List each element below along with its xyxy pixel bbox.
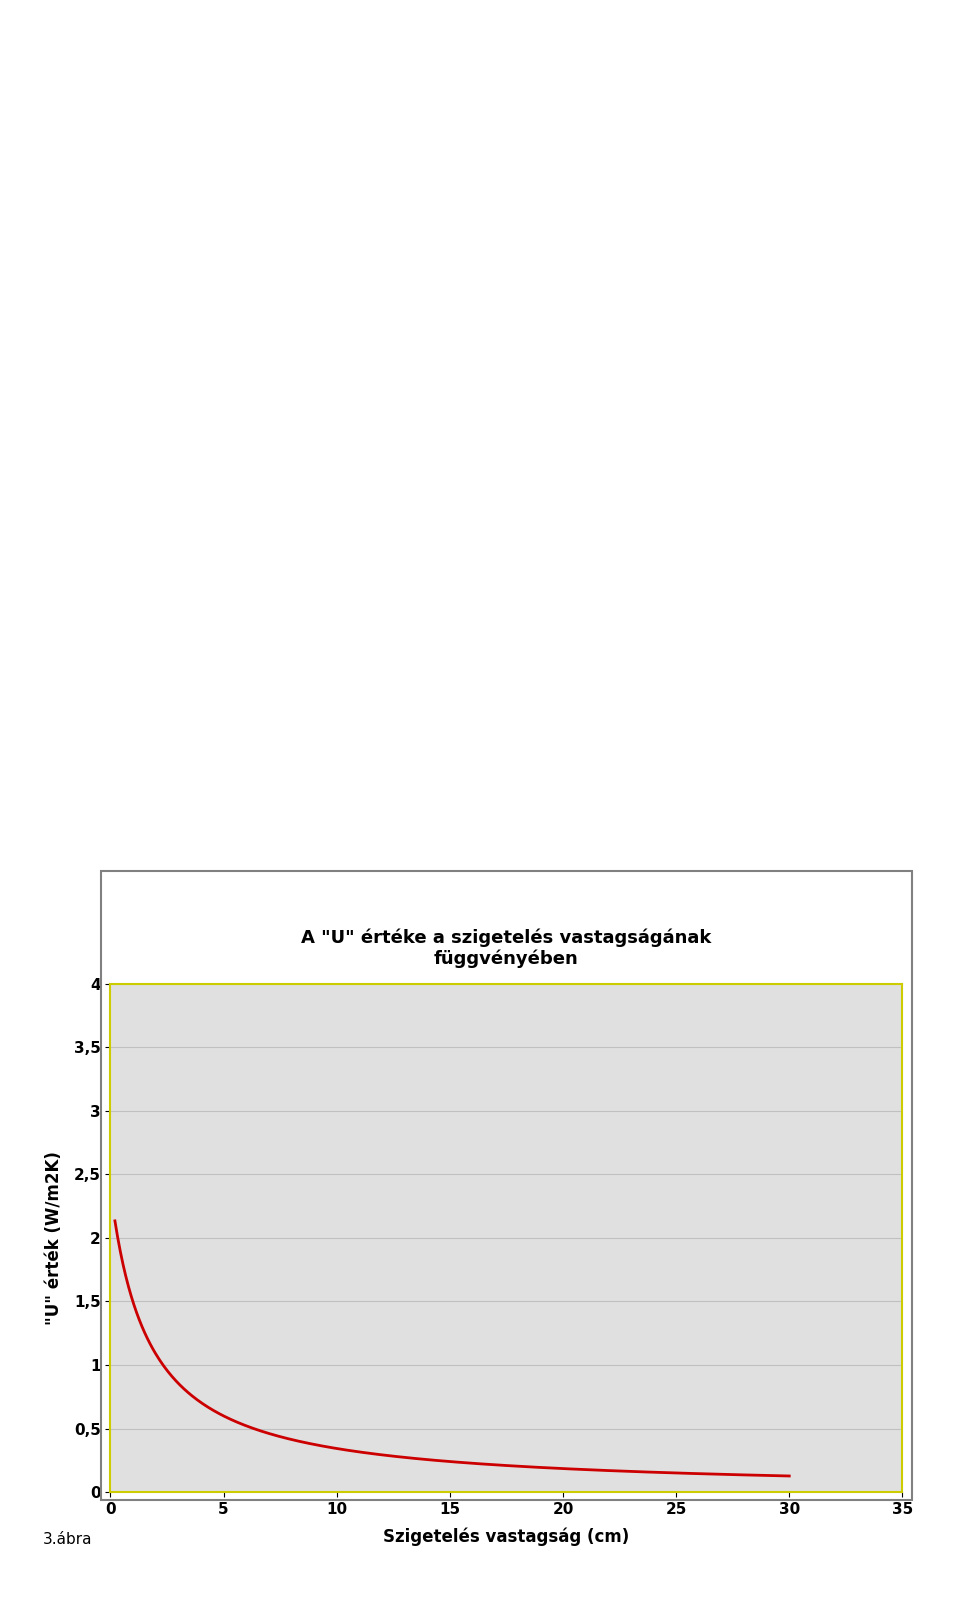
X-axis label: Szigetelés vastagság (cm): Szigetelés vastagság (cm) xyxy=(383,1528,630,1547)
Y-axis label: "U" érték (W/m2K): "U" érték (W/m2K) xyxy=(44,1152,62,1324)
Text: 3.ábra: 3.ábra xyxy=(43,1532,93,1547)
Title: A "U" értéke a szigetelés vastagságának
függvényében: A "U" értéke a szigetelés vastagságának … xyxy=(301,929,711,968)
